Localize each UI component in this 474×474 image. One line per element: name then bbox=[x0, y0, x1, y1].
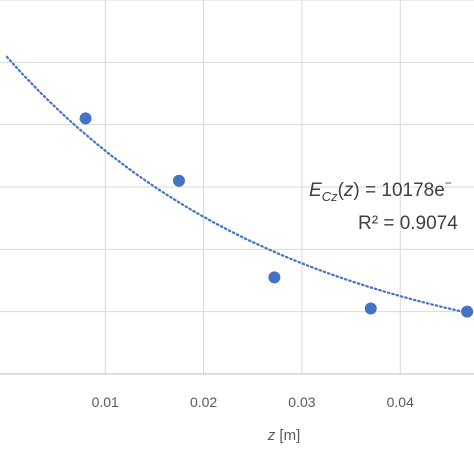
horizontal-gridlines bbox=[0, 0, 474, 313]
x-tick-label: 0.02 bbox=[190, 394, 217, 410]
data-point bbox=[461, 305, 474, 318]
r-squared-label: R² = 0.9074 bbox=[358, 213, 458, 234]
x-tick-labels: 0.01 0.02 0.03 0.04 bbox=[92, 394, 414, 410]
data-point bbox=[268, 271, 281, 284]
x-axis-title: z [m] bbox=[267, 427, 301, 444]
data-points bbox=[79, 112, 474, 318]
trendline-group bbox=[5, 55, 471, 315]
x-tick-label: 0.03 bbox=[288, 394, 315, 410]
data-point bbox=[172, 174, 185, 187]
vertical-gridlines bbox=[104, 0, 401, 374]
trendline-equation: ECz(z) = 10178e− R² = 0.9074 bbox=[309, 176, 458, 234]
svg-text:ECz(z) = 10178e−: ECz(z) = 10178e− bbox=[309, 176, 452, 204]
data-point bbox=[364, 302, 377, 315]
data-point bbox=[79, 112, 92, 125]
trendline bbox=[5, 55, 471, 315]
x-tick-label: 0.04 bbox=[387, 394, 414, 410]
x-tick-label: 0.01 bbox=[92, 394, 119, 410]
